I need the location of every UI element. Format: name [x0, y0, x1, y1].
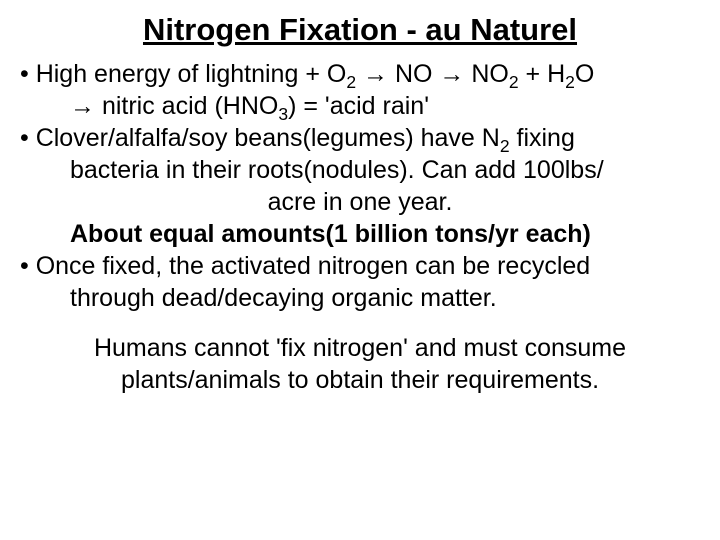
text-frag: acre in one year.: [268, 188, 453, 216]
bullet-2-bold: About equal amounts(1 billion tons/yr ea…: [20, 218, 700, 250]
text-frag: ) = 'acid rain': [288, 92, 429, 120]
bullet-2-cont1: bacteria in their roots(nodules). Can ad…: [20, 154, 700, 186]
text-frag: • Once fixed, the activated nitrogen can…: [20, 252, 590, 280]
closing-line-1: Humans cannot 'fix nitrogen' and must co…: [20, 332, 700, 364]
text-frag: through dead/decaying organic matter.: [70, 284, 497, 312]
bullet-1: • High energy of lightning + O2 → NO → N…: [20, 58, 700, 90]
closing-text: Humans cannot 'fix nitrogen' and must co…: [20, 332, 700, 396]
text-frag: O: [575, 60, 594, 88]
subscript: 2: [509, 72, 519, 92]
text-frag: bacteria in their roots(nodules). Can ad…: [70, 156, 604, 184]
text-frag: + H: [519, 60, 566, 88]
text-frag: • Clover/alfalfa/soy beans(legumes) have…: [20, 124, 500, 152]
subscript: 3: [278, 104, 288, 124]
bullet-2-cont2: acre in one year.: [20, 186, 700, 218]
text-frag: fixing: [510, 124, 575, 152]
subscript: 2: [346, 72, 356, 92]
bullet-3-cont: through dead/decaying organic matter.: [20, 282, 700, 314]
bullet-2: • Clover/alfalfa/soy beans(legumes) have…: [20, 122, 700, 154]
text-frag: About equal amounts(1 billion tons/yr ea…: [70, 220, 591, 248]
bullet-3: • Once fixed, the activated nitrogen can…: [20, 250, 700, 282]
text-frag: → nitric acid (HNO: [70, 92, 278, 120]
subscript: 2: [565, 72, 575, 92]
text-frag: → NO → NO: [356, 60, 509, 88]
slide-title: Nitrogen Fixation - au Naturel: [20, 12, 700, 48]
subscript: 2: [500, 136, 510, 156]
slide-body: • High energy of lightning + O2 → NO → N…: [20, 58, 700, 396]
bullet-1-cont: → nitric acid (HNO3) = 'acid rain': [20, 90, 700, 122]
text-frag: • High energy of lightning + O: [20, 60, 346, 88]
closing-line-2: plants/animals to obtain their requireme…: [20, 364, 700, 396]
